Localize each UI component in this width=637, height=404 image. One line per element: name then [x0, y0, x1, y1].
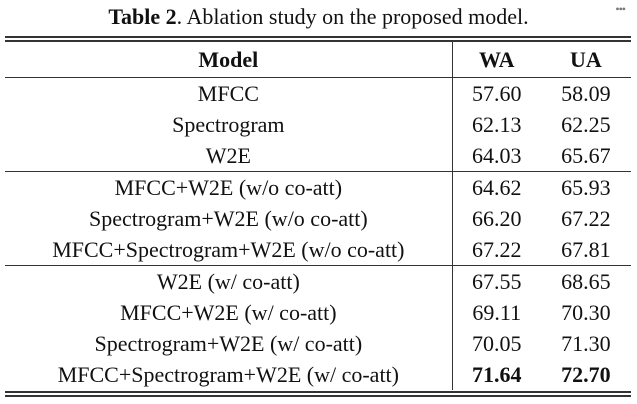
- table-row-best: MFCC+Spectrogram+W2E (w/ co-att) 71.64 72.…: [5, 359, 631, 390]
- wa-cell: 66.20: [472, 206, 522, 231]
- table-row: Spectrogram+W2E (w/o co-att) 66.20 67.22: [5, 203, 631, 234]
- ellipsis-icon[interactable]: •••: [615, 2, 626, 16]
- table-row: Spectrogram 62.13 62.25: [5, 109, 631, 140]
- header-row: Model WA UA: [5, 41, 631, 78]
- table-row: W2E 64.03 65.67: [5, 140, 631, 172]
- model-cell: MFCC+Spectrogram+W2E (w/ co-att): [5, 359, 453, 390]
- header-wa: WA: [452, 41, 541, 78]
- wa-cell: 67.55: [452, 265, 541, 297]
- ua-cell: 58.09: [561, 81, 611, 106]
- ua-cell: 70.30: [561, 300, 611, 325]
- bottom-rule: [5, 391, 631, 393]
- ablation-table: Model WA UA MFCC 57.60 58.09 Spectrogram 62…: [5, 41, 631, 390]
- model-cell: W2E (w/ co-att): [5, 265, 453, 297]
- wa-cell: 64.62: [452, 171, 541, 203]
- wa-cell: 62.13: [472, 112, 522, 137]
- table-row: MFCC+W2E (w/o co-att) 64.62 65.93: [5, 171, 631, 203]
- model-cell: MFCC+W2E (w/ co-att): [5, 297, 453, 328]
- top-rule: [5, 36, 631, 38]
- ua-cell: 67.81: [561, 237, 611, 262]
- table-row: MFCC 57.60 58.09: [5, 77, 631, 109]
- caption-text: . Ablation study on the proposed model.: [176, 4, 529, 29]
- ua-cell: 68.65: [540, 265, 631, 297]
- ua-cell: 65.93: [540, 171, 631, 203]
- table-caption: Table 2. Ablation study on the proposed …: [0, 4, 637, 30]
- wa-cell: 69.11: [472, 300, 522, 325]
- wa-cell: 67.22: [472, 237, 522, 262]
- table-row: MFCC+W2E (w/ co-att) 69.11 70.30: [5, 297, 631, 328]
- table-row: MFCC+Spectrogram+W2E (w/o co-att) 67.22 67…: [5, 234, 631, 266]
- model-cell: MFCC: [5, 77, 453, 109]
- ua-cell: 62.25: [561, 112, 611, 137]
- ua-cell: 67.22: [561, 206, 611, 231]
- ua-cell: 65.67: [561, 143, 611, 168]
- top-rule-inner: [5, 40, 631, 42]
- model-cell: Spectrogram+W2E (w/ co-att): [5, 328, 453, 359]
- header-ua: UA: [540, 41, 631, 78]
- model-cell: MFCC+Spectrogram+W2E (w/o co-att): [5, 234, 453, 266]
- table-row: W2E (w/ co-att) 67.55 68.65: [5, 265, 631, 297]
- wa-cell: 57.60: [472, 81, 522, 106]
- wa-cell-best: 71.64: [472, 362, 522, 387]
- ua-cell-best: 72.70: [561, 362, 611, 387]
- bottom-rule-outer: [5, 395, 631, 397]
- model-cell: MFCC+W2E (w/o co-att): [5, 171, 453, 203]
- model-cell: Spectrogram+W2E (w/o co-att): [5, 203, 453, 234]
- header-model: Model: [5, 41, 453, 78]
- model-cell: W2E: [5, 140, 453, 172]
- model-cell: Spectrogram: [5, 109, 453, 140]
- caption-label: Table 2: [108, 4, 177, 29]
- wa-cell: 64.03: [472, 143, 522, 168]
- table-row: Spectrogram+W2E (w/ co-att) 70.05 71.30: [5, 328, 631, 359]
- ua-cell: 71.30: [561, 331, 611, 356]
- wa-cell: 70.05: [472, 331, 522, 356]
